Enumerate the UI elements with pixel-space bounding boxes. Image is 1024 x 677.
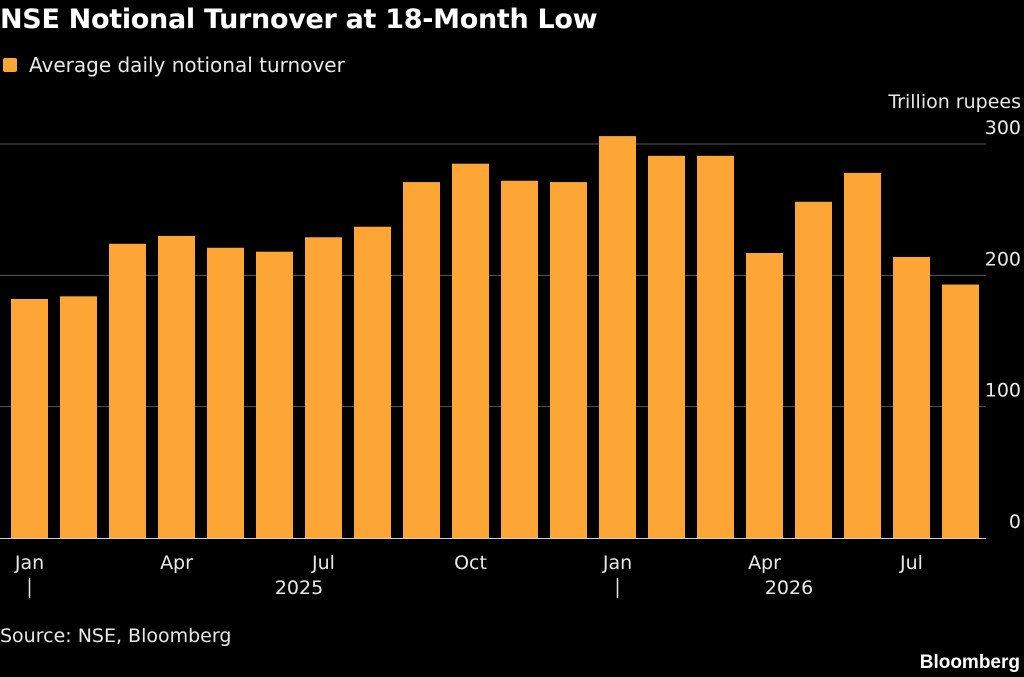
bar <box>354 226 391 539</box>
x-tick-label: Jul <box>899 552 923 574</box>
bar <box>305 237 342 538</box>
source-note: Source: NSE, Bloomberg <box>0 625 232 647</box>
year-label: 2026 <box>765 577 813 599</box>
bar <box>942 284 979 538</box>
legend-label: Average daily notional turnover <box>29 53 345 77</box>
y-tick-label: 200 <box>985 248 1021 270</box>
bar <box>893 256 930 538</box>
y-tick-label: 100 <box>985 380 1021 402</box>
x-tick-label: Apr <box>748 552 781 574</box>
chart-title: NSE Notional Turnover at 18-Month Low <box>0 4 598 35</box>
y-tick-label: 300 <box>985 117 1021 139</box>
bar <box>599 136 636 538</box>
legend: Average daily notional turnover <box>3 53 345 77</box>
bar <box>501 180 538 539</box>
legend-swatch <box>3 58 17 72</box>
bar <box>11 298 48 538</box>
x-tick-label: Apr <box>160 552 193 574</box>
bar <box>158 235 195 538</box>
bar <box>109 243 146 538</box>
year-label: 2025 <box>275 577 323 599</box>
x-tick-label: Jan <box>602 552 632 574</box>
bar <box>648 155 685 538</box>
y-axis-label: Trillion rupees <box>887 91 1021 113</box>
bar <box>746 253 783 539</box>
x-tick-label: Jul <box>311 552 335 574</box>
bar <box>795 201 832 538</box>
bar <box>452 163 489 538</box>
x-tick-label: Jan <box>14 552 44 574</box>
bar <box>550 182 587 538</box>
bar <box>60 296 97 538</box>
x-tick-label: Oct <box>454 552 487 574</box>
bar <box>256 251 293 538</box>
bloomberg-logo: Bloomberg <box>919 652 1020 673</box>
bar <box>207 247 244 538</box>
y-tick-label: 0 <box>1009 511 1021 533</box>
bar <box>697 155 734 538</box>
bar <box>403 182 440 538</box>
bar <box>844 172 881 539</box>
